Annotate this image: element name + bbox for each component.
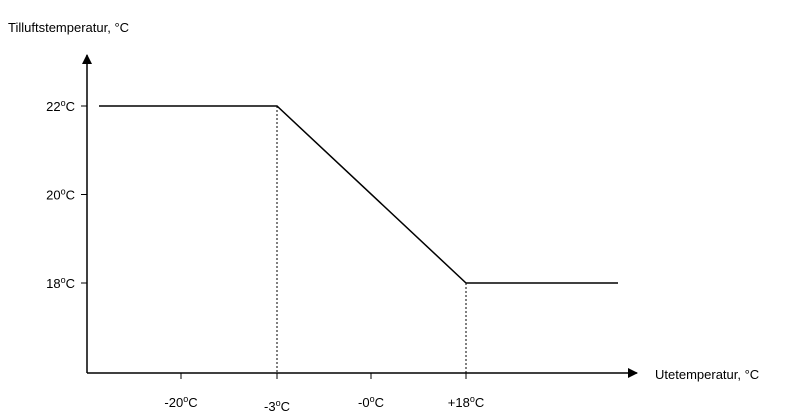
- series-line: [99, 105, 618, 284]
- y-axis-title: Tilluftstemperatur, °C: [8, 20, 129, 35]
- y-tick-label: 18oC: [46, 275, 75, 291]
- y-tick-label: 20oC: [46, 187, 75, 203]
- y-tick-label: 22oC: [46, 98, 75, 114]
- x-tick-label: -3oC: [264, 398, 290, 414]
- x-ticks: -20oC -3oC -0oC +18oC: [164, 373, 484, 414]
- x-tick-label: -0oC: [358, 394, 384, 410]
- x-tick-label: -20oC: [164, 394, 197, 410]
- x-axis-title: Utetemperatur, °C: [655, 367, 759, 382]
- y-ticks: 22oC 20oC 18oC: [46, 98, 87, 291]
- series-group: [99, 105, 618, 284]
- x-tick-label: +18oC: [448, 394, 484, 410]
- reference-lines: [276, 106, 467, 373]
